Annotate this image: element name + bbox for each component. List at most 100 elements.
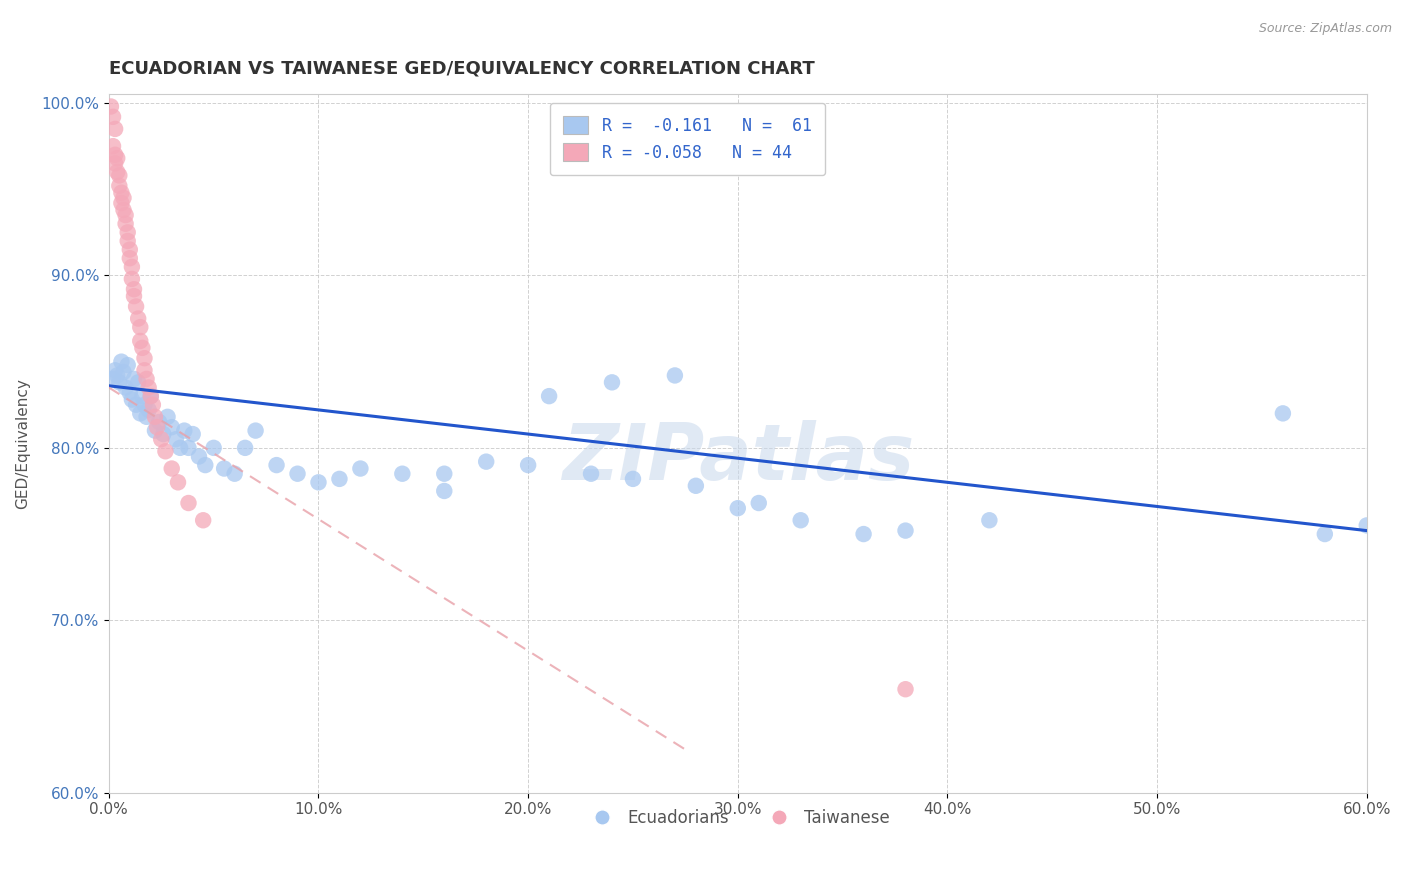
Point [233,441,256,455]
Point [188,450,211,464]
Point [122,282,145,296]
Point [160,420,183,434]
Point [155,444,177,458]
Point [122,372,145,386]
Point [212,461,235,475]
Point [134,351,156,366]
Point [117,358,139,372]
Point [121,392,143,407]
Point [117,225,139,239]
Point [112,191,135,205]
Point [112,365,135,379]
Point [138,380,160,394]
Point [475,455,498,469]
Point [308,475,330,490]
Point [139,389,162,403]
Point [121,272,143,286]
Point [748,496,770,510]
Point [433,483,456,498]
Point [101,139,124,153]
Point [100,99,122,113]
Point [110,354,132,368]
Point [108,178,131,193]
Point [108,169,131,183]
Point [245,424,267,438]
Point [134,363,156,377]
Point [105,368,128,383]
Point [117,234,139,248]
Point [160,461,183,475]
Point [1313,527,1336,541]
Point [104,122,127,136]
Point [579,467,602,481]
Point [894,524,917,538]
Point [173,424,195,438]
Point [129,320,152,334]
Point [118,243,141,257]
Point [129,334,152,348]
Point [112,202,135,217]
Point [131,389,153,403]
Point [101,110,124,124]
Point [104,363,127,377]
Point [134,398,156,412]
Point [517,458,540,472]
Point [125,398,148,412]
Point [193,513,215,527]
Point [114,217,136,231]
Point [433,467,456,481]
Point [169,441,191,455]
Point [979,513,1001,527]
Point [177,496,200,510]
Point [143,409,166,424]
Point [167,475,190,490]
Point [101,372,124,386]
Point [125,300,148,314]
Point [1355,518,1378,533]
Point [181,427,204,442]
Point [104,148,127,162]
Point [135,372,157,386]
Point [685,479,707,493]
Point [118,385,141,400]
Point [139,389,162,403]
Y-axis label: GED/Equivalency: GED/Equivalency [15,378,30,509]
Text: ECUADORIAN VS TAIWANESE GED/EQUIVALENCY CORRELATION CHART: ECUADORIAN VS TAIWANESE GED/EQUIVALENCY … [108,60,814,78]
Point [146,420,169,434]
Point [135,409,157,424]
Point [789,513,811,527]
Point [224,467,246,481]
Point [156,409,179,424]
Point [266,458,288,472]
Point [538,389,561,403]
Point [894,682,917,697]
Point [391,467,413,481]
Point [105,151,128,165]
Point [664,368,686,383]
Point [129,406,152,420]
Legend: Ecuadorians, Taiwanese: Ecuadorians, Taiwanese [579,802,897,833]
Point [349,461,371,475]
Point [114,380,136,394]
Point [727,501,749,516]
Point [194,458,217,472]
Point [127,311,149,326]
Point [110,186,132,200]
Point [150,432,173,446]
Point [328,472,350,486]
Point [104,156,127,170]
Text: Source: ZipAtlas.com: Source: ZipAtlas.com [1258,22,1392,36]
Point [621,472,644,486]
Point [127,376,149,390]
Point [600,376,623,390]
Point [114,208,136,222]
Point [121,260,143,274]
Point [143,424,166,438]
Point [177,441,200,455]
Point [105,165,128,179]
Point [852,527,875,541]
Point [118,251,141,265]
Point [110,196,132,211]
Text: ZIPatlas: ZIPatlas [561,419,914,496]
Point [287,467,309,481]
